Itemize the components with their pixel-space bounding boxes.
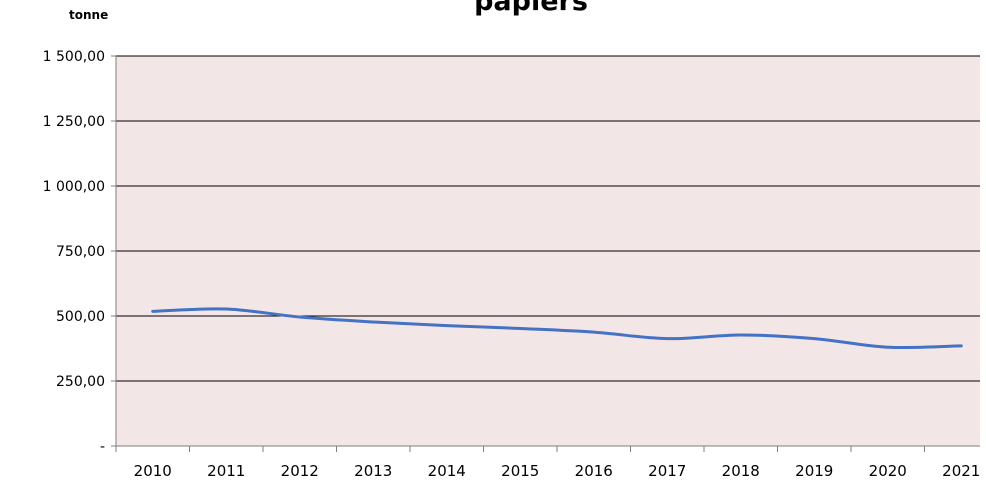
data-point — [520, 328, 521, 329]
data-point — [961, 345, 962, 346]
y-tick-label: 750,00 — [56, 244, 105, 260]
data-point — [152, 311, 153, 312]
data-point — [740, 334, 741, 335]
x-ticks: 2010 2011 2012 2013 2014 2015 2016 2017 2018 2019… — [115, 446, 980, 480]
data-point — [373, 321, 374, 322]
x-tick-label: 2018 — [722, 462, 760, 480]
x-tick-label: 2021 — [942, 462, 980, 480]
chart-title: papiers — [474, 0, 588, 17]
x-tick-label: 2010 — [134, 462, 172, 480]
data-point — [299, 317, 300, 318]
x-tick-label: 2013 — [354, 462, 392, 480]
data-point — [226, 308, 227, 309]
data-point — [446, 325, 447, 326]
x-tick-label: 2014 — [428, 462, 466, 480]
y-tick-label: 500,00 — [56, 309, 105, 325]
x-tick-label: 2012 — [281, 462, 319, 480]
y-axis-unit-label: tonne — [69, 8, 108, 22]
y-tick-label: - — [100, 439, 105, 455]
x-tick-label: 2017 — [648, 462, 686, 480]
x-tick-label: 2019 — [795, 462, 833, 480]
x-tick-label: 2020 — [869, 462, 907, 480]
grid — [116, 55, 980, 382]
series — [151, 307, 963, 350]
data-point — [887, 347, 888, 348]
y-tick-label: 250,00 — [56, 374, 105, 390]
y-tick-label: 1 500,00 — [43, 49, 105, 65]
data-point — [814, 338, 815, 339]
data-point — [667, 338, 668, 339]
series-line — [151, 307, 963, 350]
data-point — [593, 332, 594, 333]
y-tick-label: 1 000,00 — [43, 179, 105, 195]
y-tick-label: 1 250,00 — [43, 114, 105, 130]
y-ticks: - 250,00 500,00 750,00 1 000,00 1 250,00 1 500… — [43, 49, 116, 455]
x-tick-label: 2011 — [207, 462, 245, 480]
x-tick-label: 2016 — [575, 462, 613, 480]
x-tick-label: 2015 — [501, 462, 539, 480]
